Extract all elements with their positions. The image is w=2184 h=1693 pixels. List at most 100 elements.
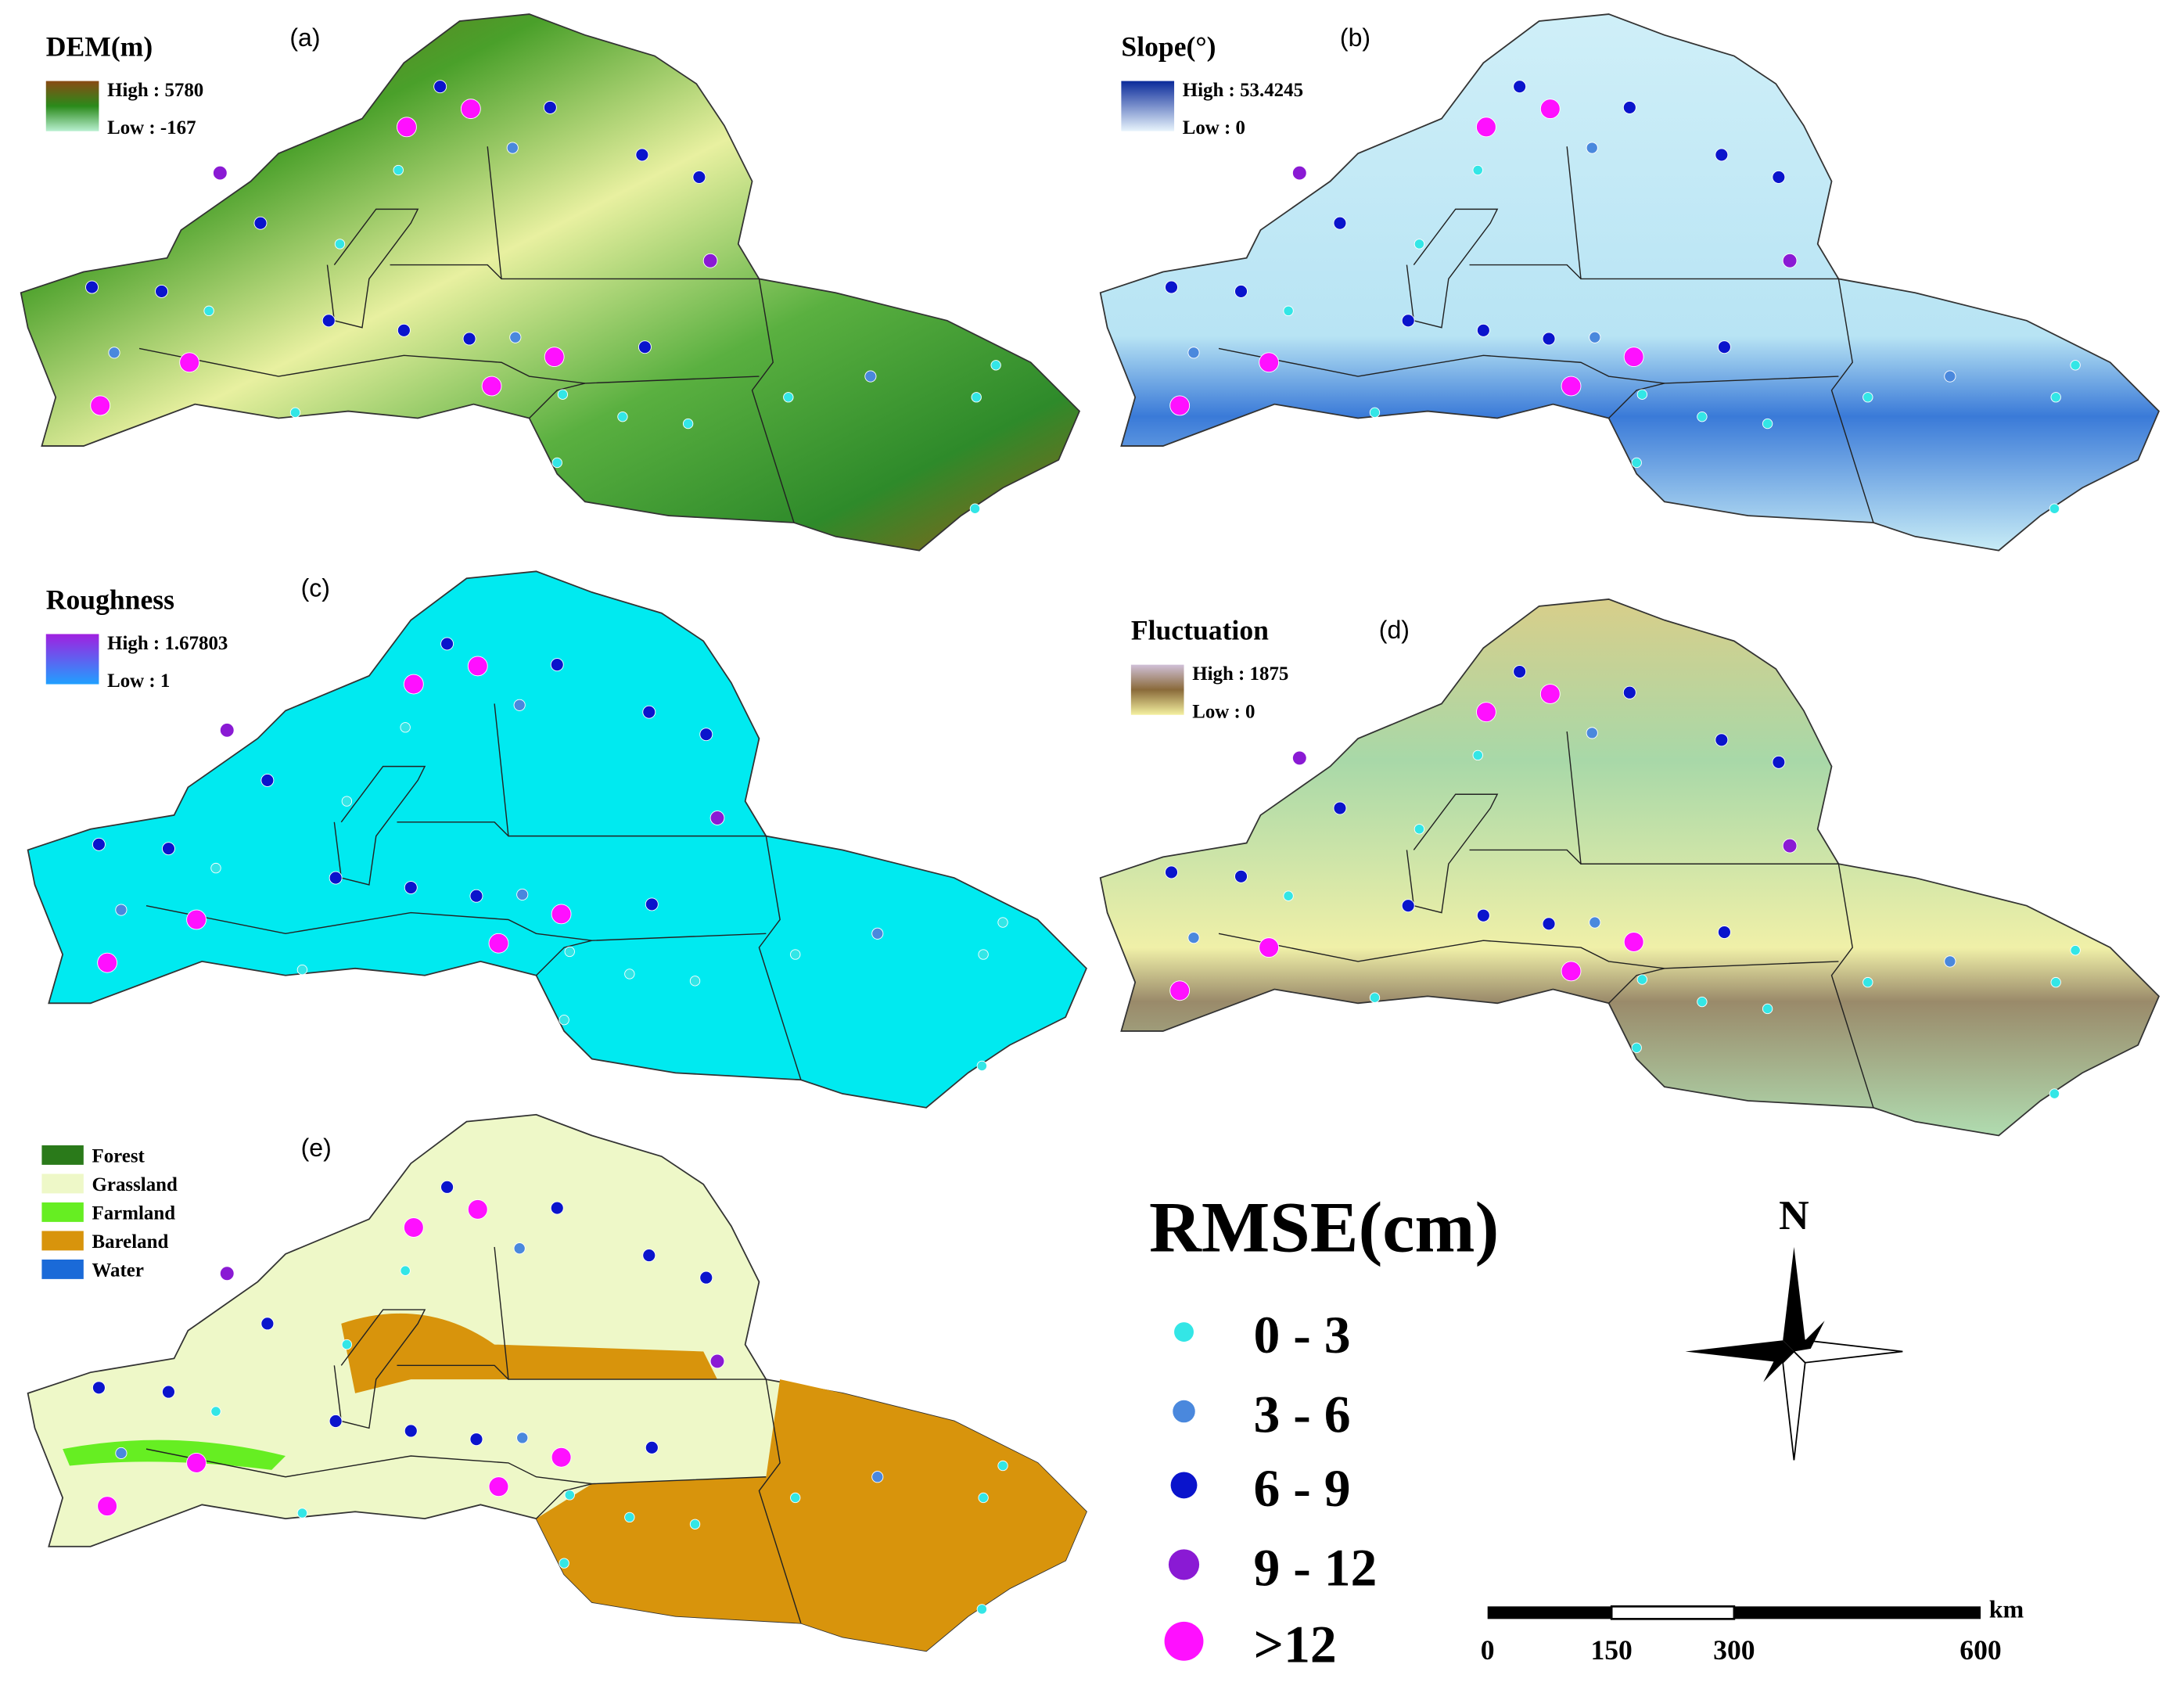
station	[635, 148, 649, 162]
station	[1717, 926, 1731, 939]
legend-symbol	[1174, 1322, 1194, 1343]
legend-ramp	[1121, 81, 1175, 131]
station	[1717, 340, 1731, 354]
station	[400, 722, 411, 733]
legend-symbol	[1173, 1400, 1195, 1423]
station	[85, 280, 99, 294]
station	[1165, 280, 1178, 294]
station	[1542, 332, 1556, 346]
station	[161, 842, 175, 856]
legend-item: Grassland	[92, 1174, 178, 1195]
station	[92, 1381, 106, 1395]
station	[1944, 955, 1956, 968]
map-panel	[27, 570, 1087, 1109]
station	[1539, 684, 1561, 704]
boundary	[1566, 731, 1839, 864]
legend-class: 3 - 6	[1254, 1386, 1351, 1444]
boundary	[333, 1309, 426, 1429]
station	[404, 1424, 418, 1438]
station	[1715, 733, 1729, 747]
station	[260, 773, 275, 787]
station	[1472, 164, 1483, 176]
region	[1099, 13, 2161, 552]
station	[467, 656, 488, 677]
panel-title: Slope(°)	[1121, 31, 1216, 63]
boundary	[390, 264, 502, 279]
station	[97, 1496, 118, 1517]
station	[296, 1508, 308, 1519]
station	[1291, 165, 1307, 181]
boundary	[333, 765, 426, 886]
legend-class: 0 - 3	[1254, 1306, 1351, 1364]
station	[1631, 457, 1642, 469]
station	[506, 142, 519, 154]
station	[689, 976, 701, 987]
station	[557, 389, 569, 400]
panel-title: Fluctuation	[1131, 615, 1269, 646]
station	[1513, 80, 1527, 94]
legend-item: Forest	[92, 1145, 145, 1166]
station	[155, 284, 169, 298]
station	[1636, 974, 1648, 985]
map-panel	[27, 1113, 1087, 1652]
arrow-north	[1783, 1246, 1805, 1352]
scale-segment	[1487, 1606, 1612, 1619]
boundary	[1469, 849, 1582, 864]
map-panel	[1099, 13, 2161, 552]
station	[544, 347, 565, 368]
station	[219, 722, 235, 738]
station	[624, 1511, 635, 1523]
station	[2049, 1088, 2060, 1099]
boundary	[1830, 864, 1874, 1109]
legend-class: 6 - 9	[1254, 1459, 1351, 1518]
station	[689, 1519, 701, 1529]
station	[1542, 917, 1556, 931]
legend-ramp	[45, 634, 99, 685]
station	[462, 332, 476, 346]
north-arrow	[1685, 1246, 1903, 1461]
station	[329, 1414, 343, 1428]
station	[864, 370, 877, 383]
boundary	[529, 383, 586, 419]
station	[642, 1249, 656, 1263]
station	[551, 1447, 572, 1468]
station	[1863, 976, 1873, 988]
station	[1561, 376, 1582, 397]
legend-high: High : 1.67803	[107, 633, 228, 654]
legend-high: High : 5780	[107, 80, 203, 101]
rmse-legend: RMSE(cm) 0 - 3 3 - 6 6 - 9 9 - 12 >12	[1149, 1187, 1499, 1673]
panel-label: (c)	[301, 573, 330, 602]
station	[404, 881, 418, 894]
station	[488, 1476, 509, 1497]
scale-unit: km	[1989, 1595, 2024, 1623]
station	[516, 1432, 529, 1444]
station	[1622, 685, 1636, 699]
station	[699, 1271, 713, 1285]
station	[513, 1242, 526, 1255]
legend-low: Low : 1	[107, 670, 170, 692]
station	[397, 323, 411, 337]
station	[400, 1265, 411, 1276]
station	[92, 837, 106, 851]
station	[871, 1471, 884, 1483]
panel-label: (a)	[289, 23, 320, 52]
boundary	[1566, 146, 1839, 280]
station	[329, 871, 343, 885]
station	[551, 904, 572, 925]
boundary	[1608, 383, 1665, 419]
station	[341, 1339, 353, 1350]
boundary	[751, 279, 795, 523]
station	[692, 170, 706, 184]
station	[1863, 392, 1873, 403]
station	[1636, 389, 1648, 400]
station	[543, 100, 557, 114]
boundary	[1608, 968, 1665, 1004]
station	[1697, 412, 1708, 422]
station	[1772, 170, 1786, 184]
station	[289, 407, 301, 419]
station	[433, 80, 447, 94]
legend-title: RMSE(cm)	[1149, 1187, 1499, 1267]
station	[976, 1604, 988, 1615]
station	[559, 1015, 569, 1026]
